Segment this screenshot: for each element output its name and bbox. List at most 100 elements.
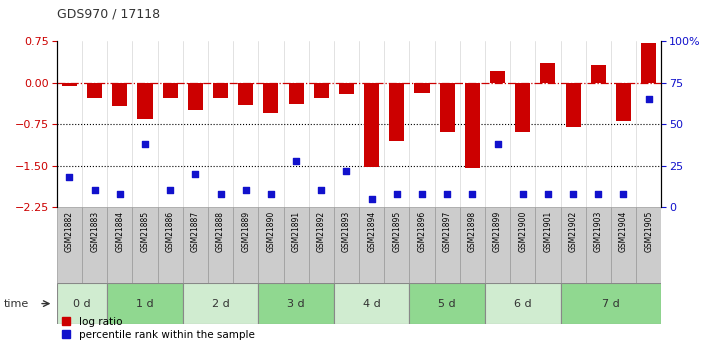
Point	[442, 191, 453, 197]
Point	[417, 191, 428, 197]
Bar	[183, 283, 258, 324]
Bar	[163, 83, 178, 98]
Bar	[540, 63, 555, 83]
Bar	[289, 83, 304, 104]
Bar	[560, 207, 586, 283]
Bar	[364, 83, 379, 167]
Bar	[107, 283, 183, 324]
Point	[391, 191, 402, 197]
Text: 6 d: 6 d	[514, 299, 532, 308]
Point	[164, 188, 176, 193]
Bar	[465, 83, 480, 168]
Text: GSM21900: GSM21900	[518, 211, 528, 252]
Bar	[586, 207, 611, 283]
Text: 7 d: 7 d	[602, 299, 620, 308]
Point	[341, 168, 352, 173]
Text: GSM21897: GSM21897	[443, 211, 451, 252]
Bar	[87, 83, 102, 98]
Bar	[82, 207, 107, 283]
Point	[366, 196, 378, 201]
Text: GSM21893: GSM21893	[342, 211, 351, 252]
Text: GSM21886: GSM21886	[166, 211, 175, 252]
Text: GSM21890: GSM21890	[267, 211, 275, 252]
Bar	[410, 207, 434, 283]
Bar	[57, 207, 82, 283]
Bar	[258, 207, 284, 283]
Bar	[238, 83, 253, 105]
Bar	[591, 65, 606, 83]
Bar	[490, 71, 505, 83]
Point	[643, 97, 654, 102]
Bar	[339, 83, 354, 94]
Bar	[641, 43, 656, 83]
Text: GSM21888: GSM21888	[216, 211, 225, 252]
Bar	[616, 83, 631, 121]
Text: GSM21887: GSM21887	[191, 211, 200, 252]
Point	[114, 191, 126, 197]
Text: GSM21892: GSM21892	[317, 211, 326, 252]
Bar	[213, 83, 228, 98]
Bar	[188, 83, 203, 110]
Text: GSM21889: GSM21889	[241, 211, 250, 252]
Text: 4 d: 4 d	[363, 299, 380, 308]
Bar	[415, 83, 429, 93]
Point	[517, 191, 528, 197]
Bar	[314, 83, 328, 98]
Bar	[158, 207, 183, 283]
Text: GSM21903: GSM21903	[594, 211, 603, 252]
Bar	[535, 207, 560, 283]
Text: GSM21885: GSM21885	[141, 211, 149, 252]
Bar	[284, 207, 309, 283]
Text: 0 d: 0 d	[73, 299, 91, 308]
Bar	[183, 207, 208, 283]
Bar	[611, 207, 636, 283]
Text: time: time	[4, 299, 29, 308]
Bar	[334, 207, 359, 283]
Point	[190, 171, 201, 177]
Point	[618, 191, 629, 197]
Bar	[439, 83, 455, 132]
Text: GSM21896: GSM21896	[417, 211, 427, 252]
Bar	[334, 283, 410, 324]
Text: GDS970 / 17118: GDS970 / 17118	[57, 8, 160, 21]
Text: GSM21894: GSM21894	[367, 211, 376, 252]
Point	[492, 141, 503, 147]
Bar	[233, 207, 258, 283]
Point	[592, 191, 604, 197]
Point	[215, 191, 226, 197]
Text: GSM21905: GSM21905	[644, 211, 653, 252]
Text: 5 d: 5 d	[439, 299, 456, 308]
Text: 1 d: 1 d	[137, 299, 154, 308]
Point	[265, 191, 277, 197]
Text: GSM21895: GSM21895	[392, 211, 401, 252]
Bar	[258, 283, 334, 324]
Point	[89, 188, 100, 193]
Text: GSM21883: GSM21883	[90, 211, 99, 252]
Bar	[485, 207, 510, 283]
Bar	[434, 207, 460, 283]
Point	[290, 158, 301, 164]
Text: GSM21898: GSM21898	[468, 211, 477, 252]
Bar	[636, 207, 661, 283]
Bar	[560, 283, 661, 324]
Point	[567, 191, 579, 197]
Bar	[107, 207, 132, 283]
Bar	[208, 207, 233, 283]
Text: GSM21882: GSM21882	[65, 211, 74, 252]
Bar	[359, 207, 384, 283]
Bar	[515, 83, 530, 132]
Text: GSM21884: GSM21884	[115, 211, 124, 252]
Text: GSM21902: GSM21902	[569, 211, 577, 252]
Text: GSM21904: GSM21904	[619, 211, 628, 252]
Bar	[112, 83, 127, 106]
Bar	[57, 283, 107, 324]
Bar	[263, 83, 279, 113]
Point	[542, 191, 554, 197]
Bar	[137, 83, 153, 119]
Bar	[410, 283, 485, 324]
Text: 3 d: 3 d	[287, 299, 305, 308]
Point	[139, 141, 151, 147]
Bar	[62, 83, 77, 86]
Bar	[460, 207, 485, 283]
Point	[316, 188, 327, 193]
